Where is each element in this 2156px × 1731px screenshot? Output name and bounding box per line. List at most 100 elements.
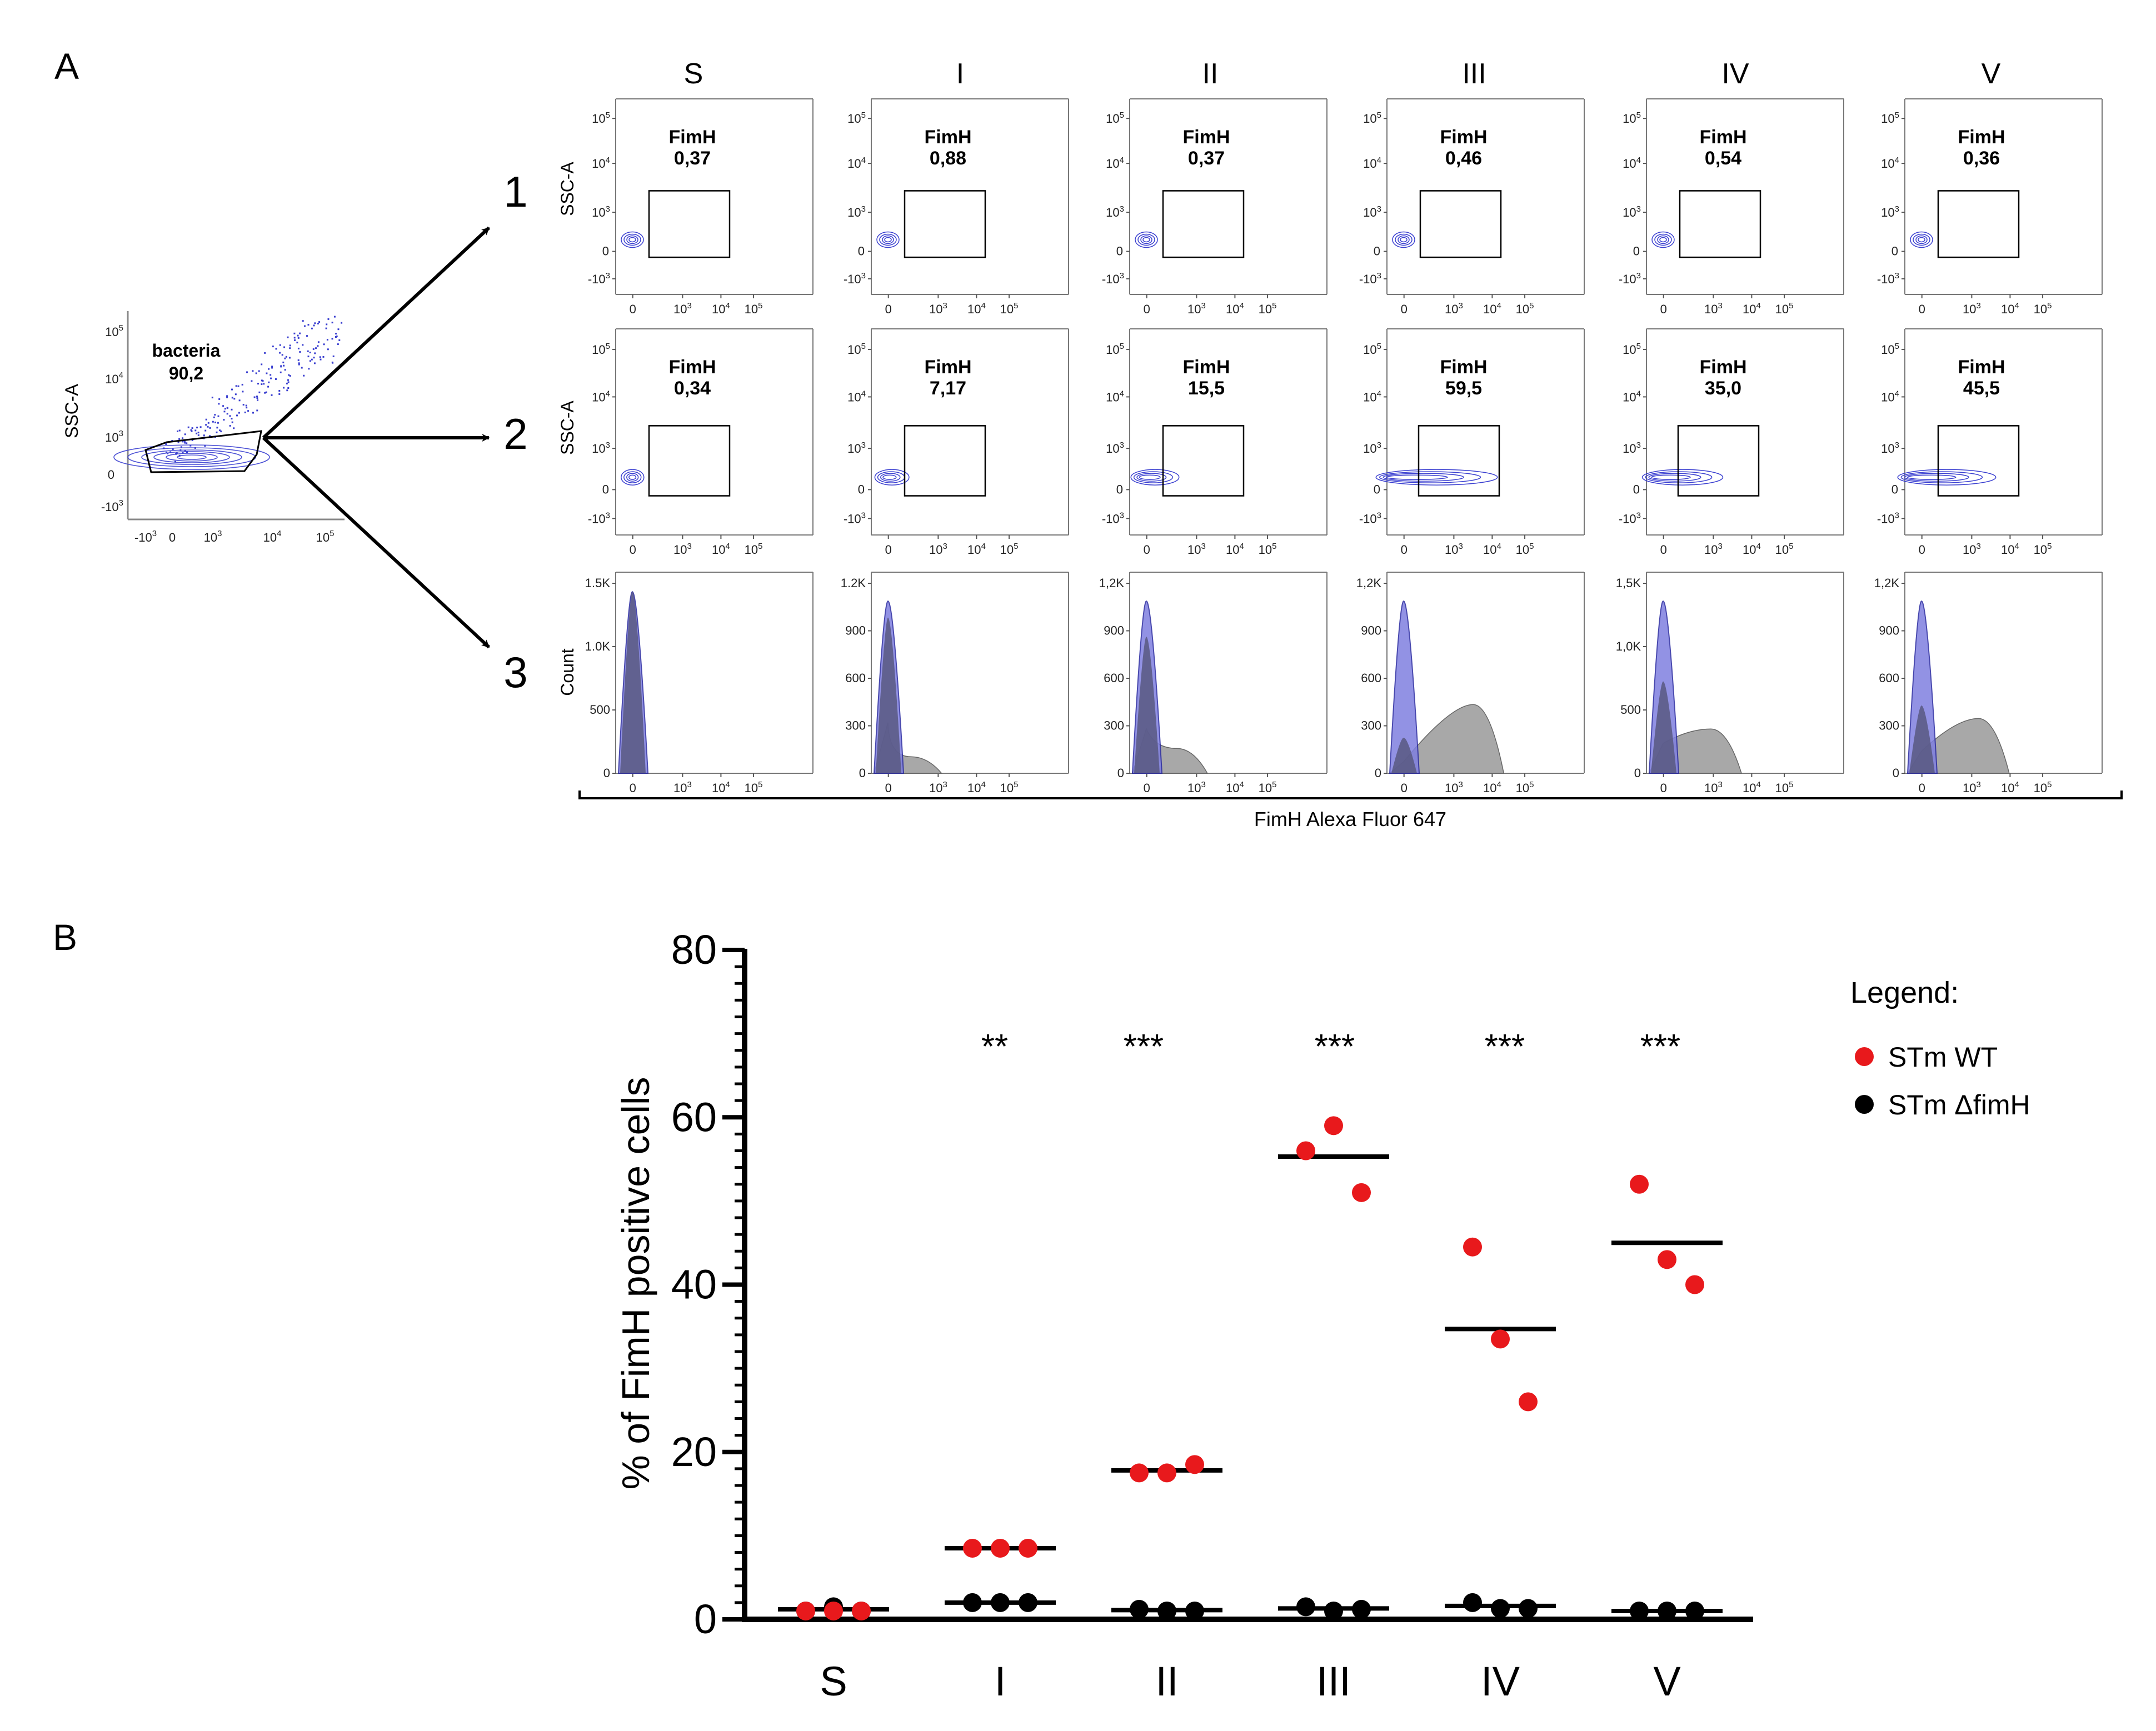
gating-event-dot (256, 397, 258, 399)
exp: 3 (1458, 301, 1463, 311)
row1-y-label: SSC-A (557, 161, 577, 216)
panel-b-axes: 0 20 40 60 80 (671, 927, 1753, 1642)
hist-y-tick-label: 600 (1879, 671, 1899, 685)
data-point (1185, 1601, 1204, 1620)
gating-event-dot (278, 390, 281, 392)
fimh-gate-label: FimH (1183, 357, 1230, 378)
exp: 5 (1895, 111, 1899, 120)
exp: 4 (981, 301, 985, 311)
gating-event-dot (271, 366, 273, 368)
gating-event-dot (283, 364, 285, 367)
plot-x-tick-label: 103 (1187, 301, 1206, 316)
data-point (852, 1601, 871, 1620)
hist-x-tick-label: 105 (745, 780, 763, 795)
gating-event-dot (283, 346, 286, 348)
gating-event-dot (293, 337, 296, 339)
gating-event-dot (203, 434, 205, 437)
gating-event-dot (303, 374, 305, 377)
gating-event-dot (229, 415, 231, 417)
gating-event-dot (247, 410, 249, 412)
gating-event-dot (251, 380, 253, 382)
gating-event-dot (256, 396, 258, 398)
fimh-gate-value: 0,88 (930, 148, 966, 169)
exp: 4 (725, 780, 730, 789)
plot-y-tick-label: 104 (847, 389, 866, 404)
hist-x-tick-label: 103 (1963, 780, 1981, 795)
exp: 4 (1239, 780, 1244, 789)
gating-event-dot (299, 351, 301, 353)
gating-event-dot (303, 325, 306, 327)
fimh-gate-value: 7,17 (930, 378, 966, 399)
data-point (991, 1593, 1010, 1612)
gating-event-dot (314, 322, 316, 324)
fimh-gate (1937, 425, 2020, 497)
gating-event-dot (308, 368, 310, 370)
exp: 5 (1272, 780, 1276, 789)
gating-plot-y-label: SSC-A (62, 383, 82, 438)
exp: 3 (1718, 301, 1722, 311)
gating-event-dot (236, 414, 238, 417)
gating-event-dot (264, 392, 266, 394)
exp: 3 (606, 204, 610, 214)
gating-event-dot (317, 345, 319, 347)
panel-label-b: B (53, 917, 77, 958)
data-point (1324, 1601, 1343, 1620)
plot-contour (1130, 469, 1180, 486)
exp: 5 (1636, 111, 1641, 120)
gating-event-dot (194, 429, 197, 432)
hist-y-tick-label: 900 (1104, 624, 1124, 638)
exp: 3 (942, 542, 947, 551)
gating-event-dot (231, 408, 233, 411)
exp: 5 (1789, 301, 1793, 311)
histogram-col-V: 1,2K 900 600 300 0 0 103 104 105 (1874, 572, 2103, 795)
plot-x-tick-label: 104 (2001, 301, 2019, 316)
gating-event-dot (182, 437, 183, 439)
hist-y-tick-label: 900 (845, 624, 866, 638)
exp: 4 (1120, 156, 1124, 165)
exp: 3 (152, 529, 157, 538)
gating-event-dot (297, 347, 300, 349)
hist-y-tick-label: 0 (1893, 766, 1899, 780)
gating-event-dot (197, 434, 199, 436)
gating-xtick-0: 0 (169, 531, 176, 544)
gating-event-dot (261, 363, 263, 366)
gating-event-dot (309, 352, 311, 353)
data-point (963, 1593, 982, 1612)
gating-event-dot (189, 444, 192, 447)
gating-event-dot (270, 374, 272, 376)
plot-contour (1641, 469, 1724, 486)
gating-event-dot (256, 409, 258, 412)
exp: 3 (1458, 780, 1463, 789)
exp: 5 (1529, 301, 1534, 311)
gating-event-dot (183, 441, 186, 443)
bacteria-gate-value: 90,2 (169, 363, 203, 383)
plot-y-tick-label: 105 (1623, 342, 1641, 357)
data-point (1019, 1593, 1037, 1612)
exp: 4 (1636, 389, 1641, 398)
exp: 3 (1895, 511, 1899, 520)
plot-x-tick-label: 0 (1660, 302, 1667, 316)
gating-event-dot (196, 432, 198, 434)
gating-event-dot (298, 363, 300, 366)
gating-event-dot (309, 360, 311, 362)
plot-contour (1400, 237, 1408, 243)
gating-event-dot (178, 429, 181, 432)
panel-b-x-tick-labels: S I II III IV V (820, 1658, 1681, 1704)
fimh-gate (1418, 425, 1500, 497)
plot-y-tick-label: 105 (1623, 111, 1641, 126)
plot-x-tick-label: 103 (1445, 542, 1463, 557)
plot-contour (1136, 473, 1167, 482)
fimh-gate-value: 0,54 (1705, 148, 1741, 169)
hist-x-tick-label: 0 (630, 781, 636, 795)
gating-event-dot (165, 451, 167, 453)
gating-event-dot (338, 339, 341, 341)
plot-y-tick-label: 104 (1106, 156, 1124, 171)
data-point (1130, 1463, 1149, 1483)
plot-y-tick-label: 0 (1633, 244, 1640, 258)
plot-y-tick-label: 105 (847, 342, 866, 357)
exp: 4 (1636, 156, 1641, 165)
plot-contour (1398, 235, 1410, 244)
plot-y-tick-label: -103 (1877, 511, 1899, 526)
row-number-2: 2 (503, 409, 527, 458)
